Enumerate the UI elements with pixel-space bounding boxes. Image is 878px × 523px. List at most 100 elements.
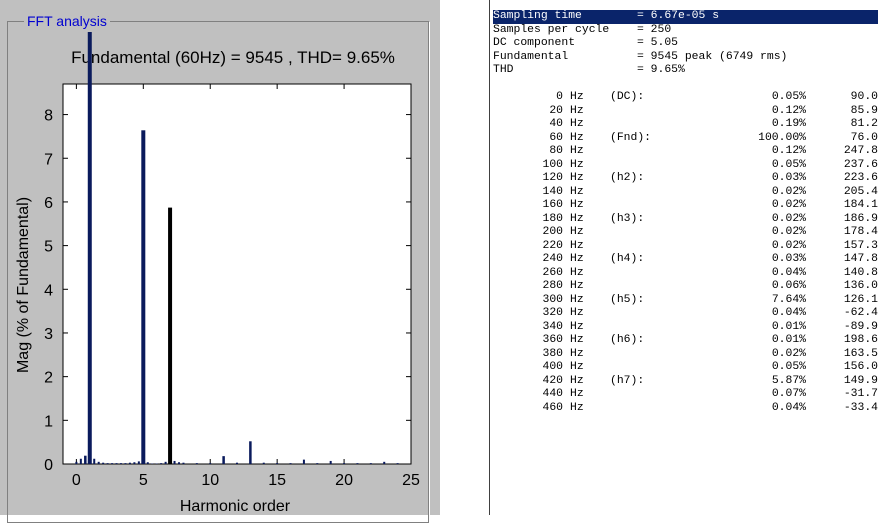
- frequency-unit: Hz: [570, 307, 584, 319]
- harmonic-row[interactable]: 360 Hz (h6): 0.01% 198.6: [493, 334, 878, 348]
- harmonic-tag: (h2):: [610, 172, 645, 184]
- harmonic-row[interactable]: 80 Hz 0.12% 247.8: [493, 145, 878, 159]
- harmonic-row[interactable]: 0 Hz (DC): 0.05% 90.0: [493, 91, 878, 105]
- magnitude-percent: 0.03%: [771, 253, 806, 265]
- phase-angle: 147.8: [843, 253, 878, 265]
- frequency-value: 160: [542, 199, 563, 211]
- harmonic-bar: [75, 461, 78, 464]
- fft-results-listbox[interactable]: [489, 0, 878, 515]
- harmonic-row[interactable]: 440 Hz 0.07% -31.7: [493, 388, 878, 402]
- harmonic-tag: (h3):: [610, 212, 645, 225]
- harmonic-tag: (h7):: [610, 374, 645, 387]
- frequency-unit: Hz: [570, 266, 584, 279]
- harmonic-bar: [155, 463, 158, 464]
- phase-angle: 178.4: [843, 226, 878, 238]
- harmonic-tag: (h5):: [610, 293, 645, 306]
- frequency-value: 140: [542, 185, 563, 198]
- frequency-unit: Hz: [570, 388, 584, 400]
- y-tick-label: 3: [44, 326, 53, 343]
- frequency-value: 60: [549, 131, 563, 144]
- frequency-unit: Hz: [570, 226, 584, 238]
- harmonic-bar: [396, 463, 399, 464]
- frequency-unit: Hz: [570, 118, 584, 130]
- harmonic-row[interactable]: 300 Hz (h5): 7.64% 126.1: [493, 294, 878, 308]
- magnitude-percent: 0.02%: [771, 347, 806, 360]
- frequency-value: 0: [556, 91, 563, 103]
- harmonic-bar: [302, 459, 305, 464]
- phase-angle: -62.4: [843, 307, 878, 319]
- harmonic-row[interactable]: 380 Hz 0.02% 163.5: [493, 348, 878, 362]
- frequency-value: 120: [542, 172, 563, 184]
- summary-row[interactable]: Fundamental = 9545 peak (6749 rms): [493, 51, 878, 65]
- harmonic-row[interactable]: 460 Hz 0.04% -33.4: [493, 402, 878, 416]
- harmonic-row[interactable]: 40 Hz 0.19% 81.2: [493, 118, 878, 132]
- harmonic-bar: [151, 463, 154, 464]
- fft-results-listing[interactable]: Sampling time = 6.67e-05 s Samples per cyc…: [493, 10, 878, 415]
- y-tick-label: 0: [44, 457, 53, 474]
- phase-angle: -89.9: [843, 320, 878, 333]
- x-axis-label: Harmonic order: [180, 498, 291, 515]
- phase-angle: 156.0: [843, 361, 878, 373]
- frequency-value: 300: [542, 293, 563, 306]
- magnitude-percent: 0.04%: [771, 401, 806, 414]
- harmonic-bar: [316, 463, 319, 464]
- magnitude-percent: 0.04%: [771, 266, 806, 279]
- harmonic-tag: (h4):: [610, 253, 645, 265]
- summary-value: = 9545 peak (6749 rms): [637, 50, 788, 63]
- harmonic-bar: [173, 460, 176, 464]
- frequency-unit: Hz: [570, 239, 584, 252]
- harmonic-row[interactable]: 200 Hz 0.02% 178.4: [493, 226, 878, 240]
- harmonic-row[interactable]: 280 Hz 0.06% 136.0: [493, 280, 878, 294]
- harmonic-bar: [93, 458, 96, 464]
- frequency-unit: Hz: [570, 145, 584, 157]
- harmonic-row[interactable]: 400 Hz 0.05% 156.0: [493, 361, 878, 375]
- summary-row[interactable]: DC component = 5.05: [493, 37, 878, 51]
- harmonic-row[interactable]: 20 Hz 0.12% 85.9: [493, 105, 878, 119]
- plot-title: Fundamental (60Hz) = 9545 , THD= 9.65%: [71, 48, 395, 67]
- x-tick-label: 5: [139, 472, 148, 489]
- frequency-unit: Hz: [570, 320, 584, 333]
- harmonic-bar: [87, 32, 92, 464]
- harmonic-row[interactable]: 120 Hz (h2): 0.03% 223.6: [493, 172, 878, 186]
- harmonic-tag: (h6):: [610, 334, 645, 346]
- summary-label: Fundamental: [493, 50, 569, 63]
- x-tick-label: 15: [268, 472, 286, 489]
- fft-analysis-panel: FFT analysis Fundamental (60Hz) = 9545 ,…: [0, 0, 440, 523]
- fft-plot: Fundamental (60Hz) = 9545 , THD= 9.65% 0…: [15, 32, 420, 515]
- phase-angle: 184.1: [843, 199, 878, 211]
- magnitude-percent: 0.01%: [771, 320, 806, 333]
- harmonic-bar: [329, 460, 332, 464]
- magnitude-percent: 0.05%: [771, 158, 806, 171]
- harmonic-row[interactable]: 260 Hz 0.04% 140.8: [493, 267, 878, 281]
- summary-row[interactable]: Sampling time = 6.67e-05 s: [493, 10, 878, 24]
- harmonic-row[interactable]: 240 Hz (h4): 0.03% 147.8: [493, 253, 878, 267]
- phase-angle: 186.9: [843, 212, 878, 225]
- magnitude-percent: 0.19%: [771, 118, 806, 130]
- summary-label: DC component: [493, 37, 576, 49]
- summary-row[interactable]: Samples per cycle = 250: [493, 24, 878, 38]
- frequency-unit: Hz: [570, 172, 584, 184]
- y-tick-label: 8: [44, 108, 53, 125]
- frequency-value: 280: [542, 280, 563, 292]
- x-tick-label: 10: [201, 472, 219, 489]
- harmonic-row[interactable]: 160 Hz 0.02% 184.1: [493, 199, 878, 213]
- harmonic-row[interactable]: 220 Hz 0.02% 157.3: [493, 240, 878, 254]
- harmonic-bar: [106, 463, 109, 464]
- magnitude-percent: 7.64%: [771, 293, 806, 306]
- phase-angle: 237.6: [843, 158, 878, 171]
- summary-row[interactable]: THD = 9.65%: [493, 64, 878, 78]
- magnitude-percent: 0.02%: [771, 212, 806, 225]
- frequency-unit: Hz: [570, 199, 584, 211]
- harmonic-row[interactable]: 60 Hz (Fnd): 100.00% 76.0: [493, 132, 878, 146]
- summary-value: = 5.05: [637, 37, 679, 49]
- harmonic-row[interactable]: 340 Hz 0.01% -89.9: [493, 321, 878, 335]
- harmonic-row[interactable]: 140 Hz 0.02% 205.4: [493, 186, 878, 200]
- harmonic-row[interactable]: 420 Hz (h7): 5.87% 149.9: [493, 375, 878, 389]
- harmonic-row[interactable]: 320 Hz 0.04% -62.4: [493, 307, 878, 321]
- harmonic-row[interactable]: 180 Hz (h3): 0.02% 186.9: [493, 213, 878, 227]
- y-axis-label: Mag (% of Fundamental): [15, 197, 32, 373]
- harmonic-row[interactable]: 100 Hz 0.05% 237.6: [493, 159, 878, 173]
- magnitude-percent: 5.87%: [771, 374, 806, 387]
- x-tick-label: 25: [402, 472, 420, 489]
- harmonic-bar: [289, 463, 292, 464]
